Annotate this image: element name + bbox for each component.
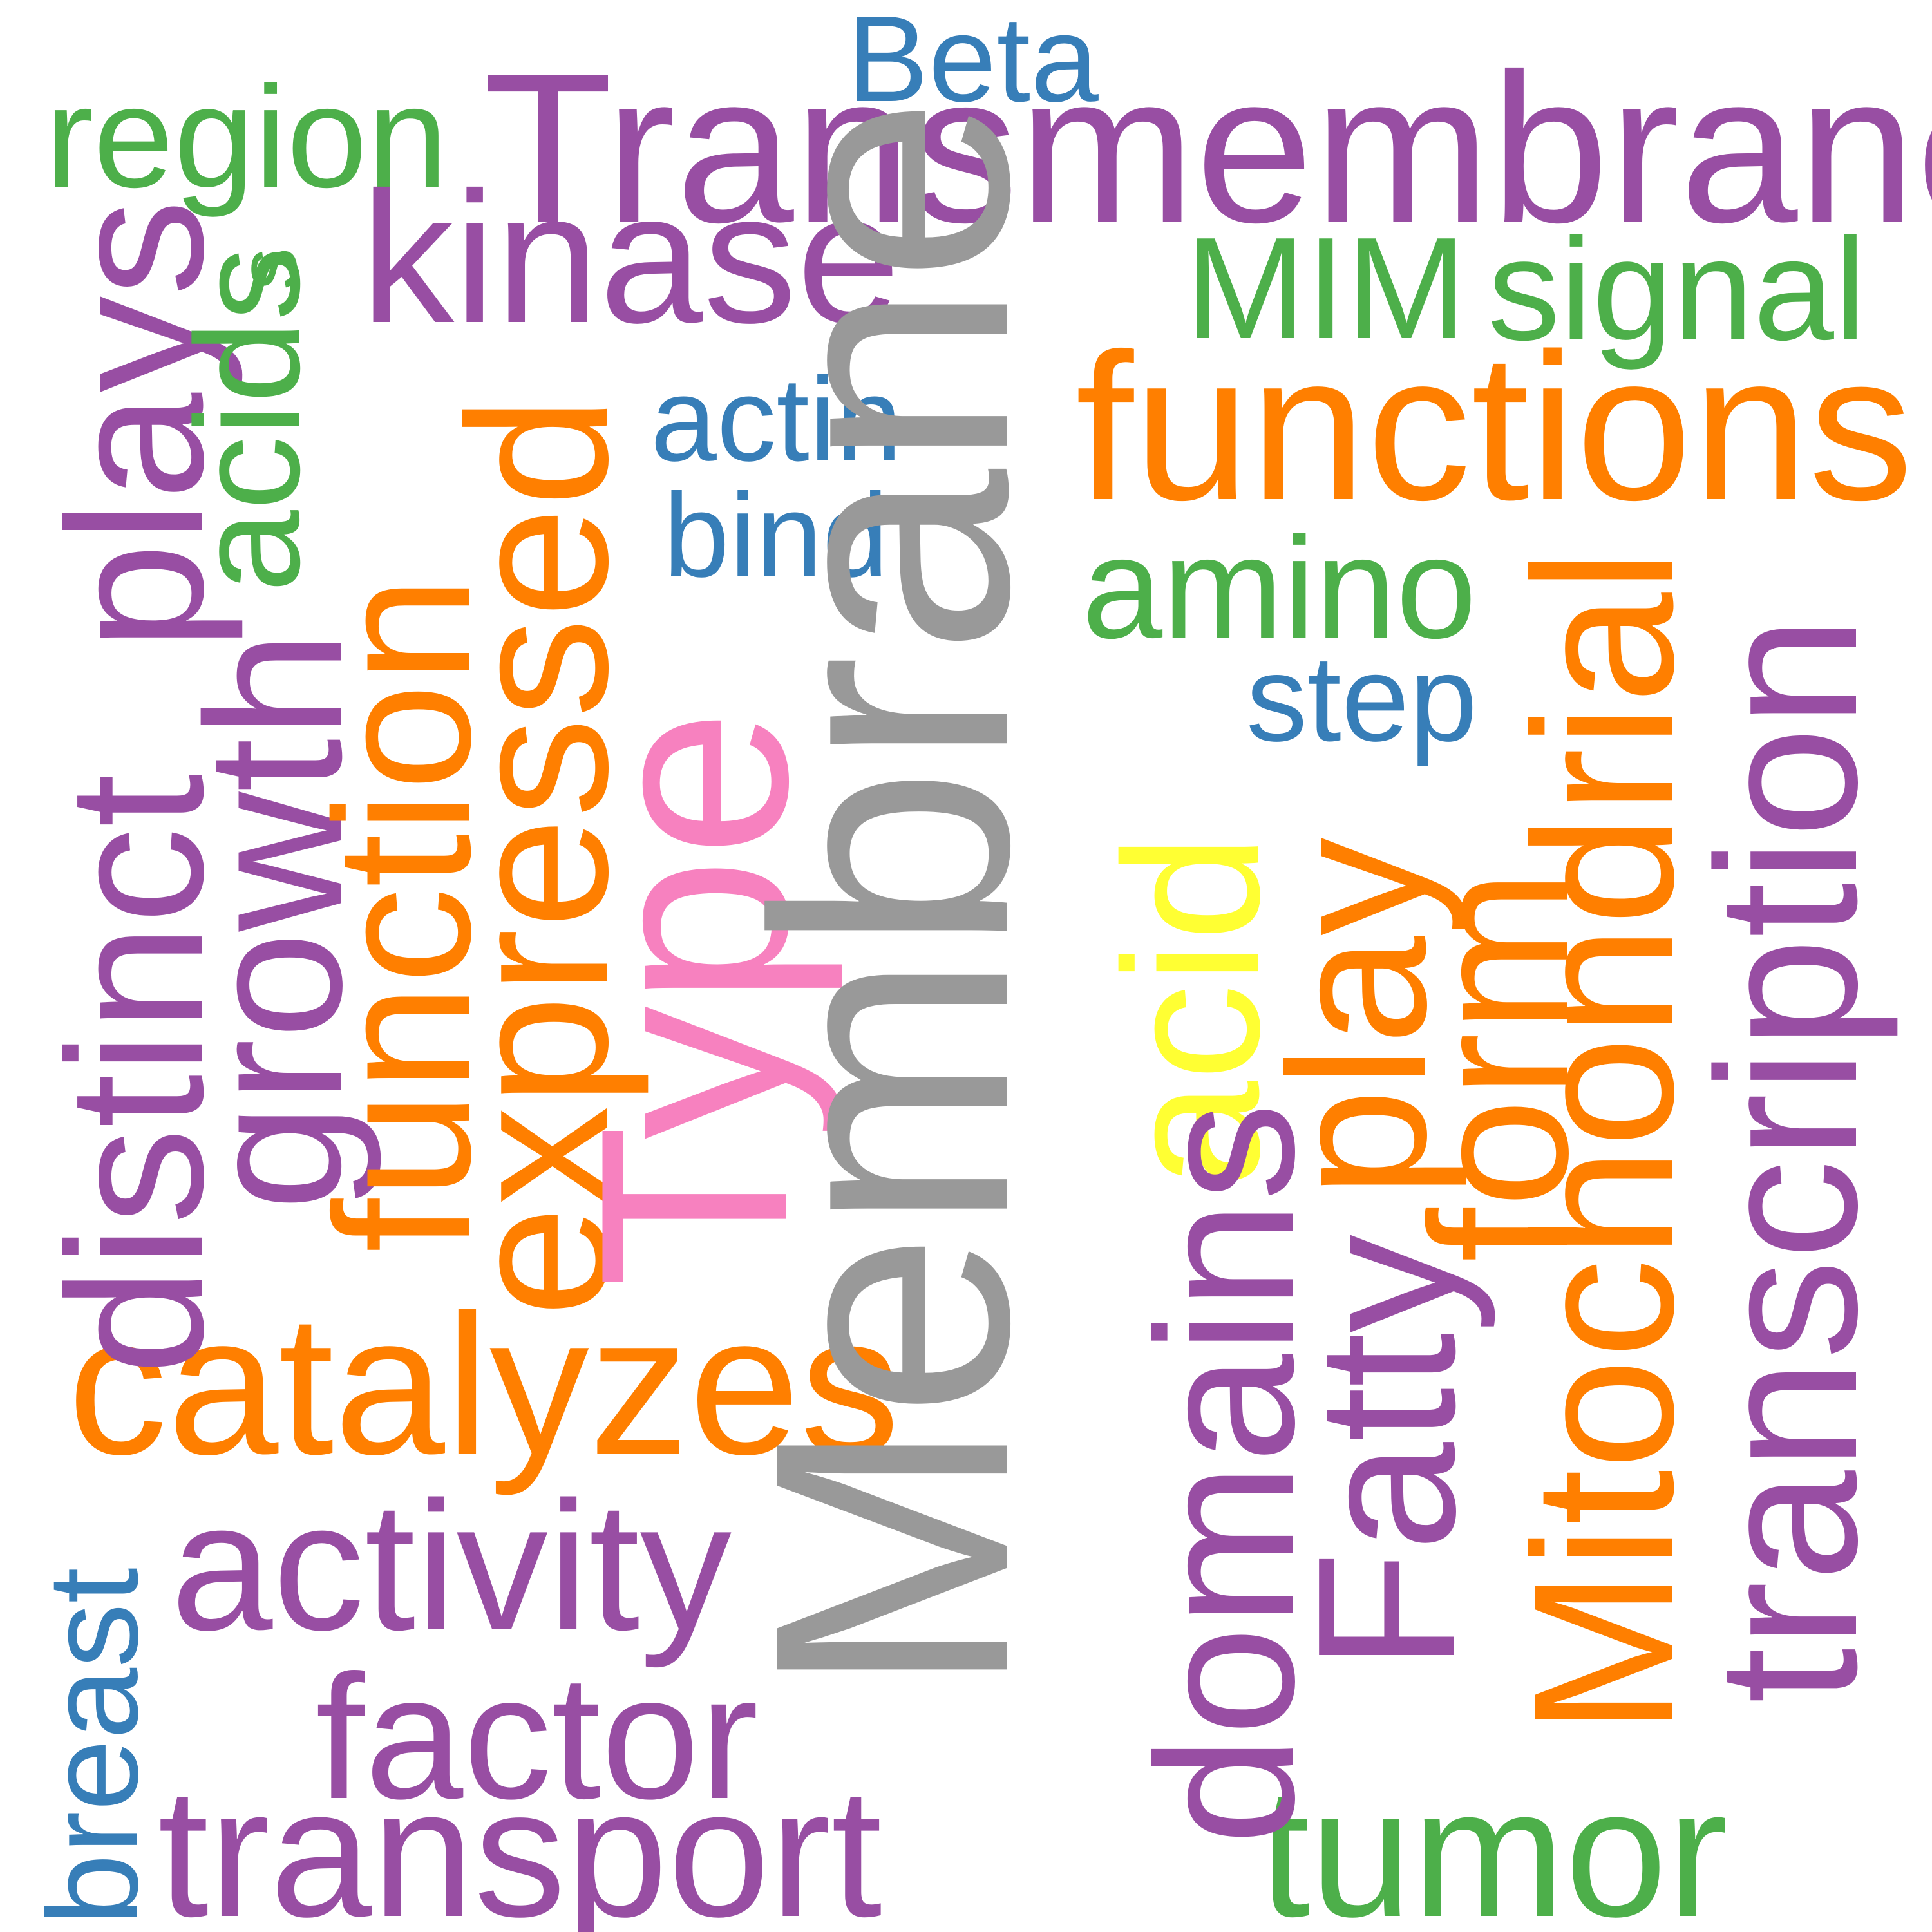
word-region: region [45,55,448,218]
word-breast: breast [21,1567,165,1926]
word-transmembrane: Transmembrane [483,29,1932,267]
word-amino: amino [1082,506,1477,668]
word-fatty: Fatty [1276,1235,1496,1671]
word-transport: transport [158,1750,882,1932]
word-beta: Beta [847,0,1099,128]
word-acids: acids [165,247,330,592]
word-transcription: transcription [1675,616,1899,1703]
word-signal: signal [1488,208,1866,370]
word-mitochondrial: Mitochondrial [1492,548,1715,1736]
word-mim: MIM [1185,207,1467,369]
word-actin: actin [650,354,902,486]
word-kinase: kinase [361,153,901,362]
word-bind: bind [663,469,889,602]
word-membrane: Membrane [705,96,1079,1698]
word-functions: functions [1075,310,1913,544]
word-catalyzes: catalyzes [68,1273,900,1496]
word-tumor: tumor [1259,1750,1728,1932]
word-step: step [1246,630,1478,767]
word-factor: factor [316,1638,759,1836]
word-activity: activity [171,1464,732,1669]
